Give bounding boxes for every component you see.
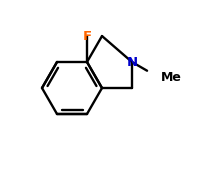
Text: F: F: [82, 30, 91, 43]
Text: N: N: [126, 56, 137, 69]
Text: Me: Me: [161, 71, 182, 84]
